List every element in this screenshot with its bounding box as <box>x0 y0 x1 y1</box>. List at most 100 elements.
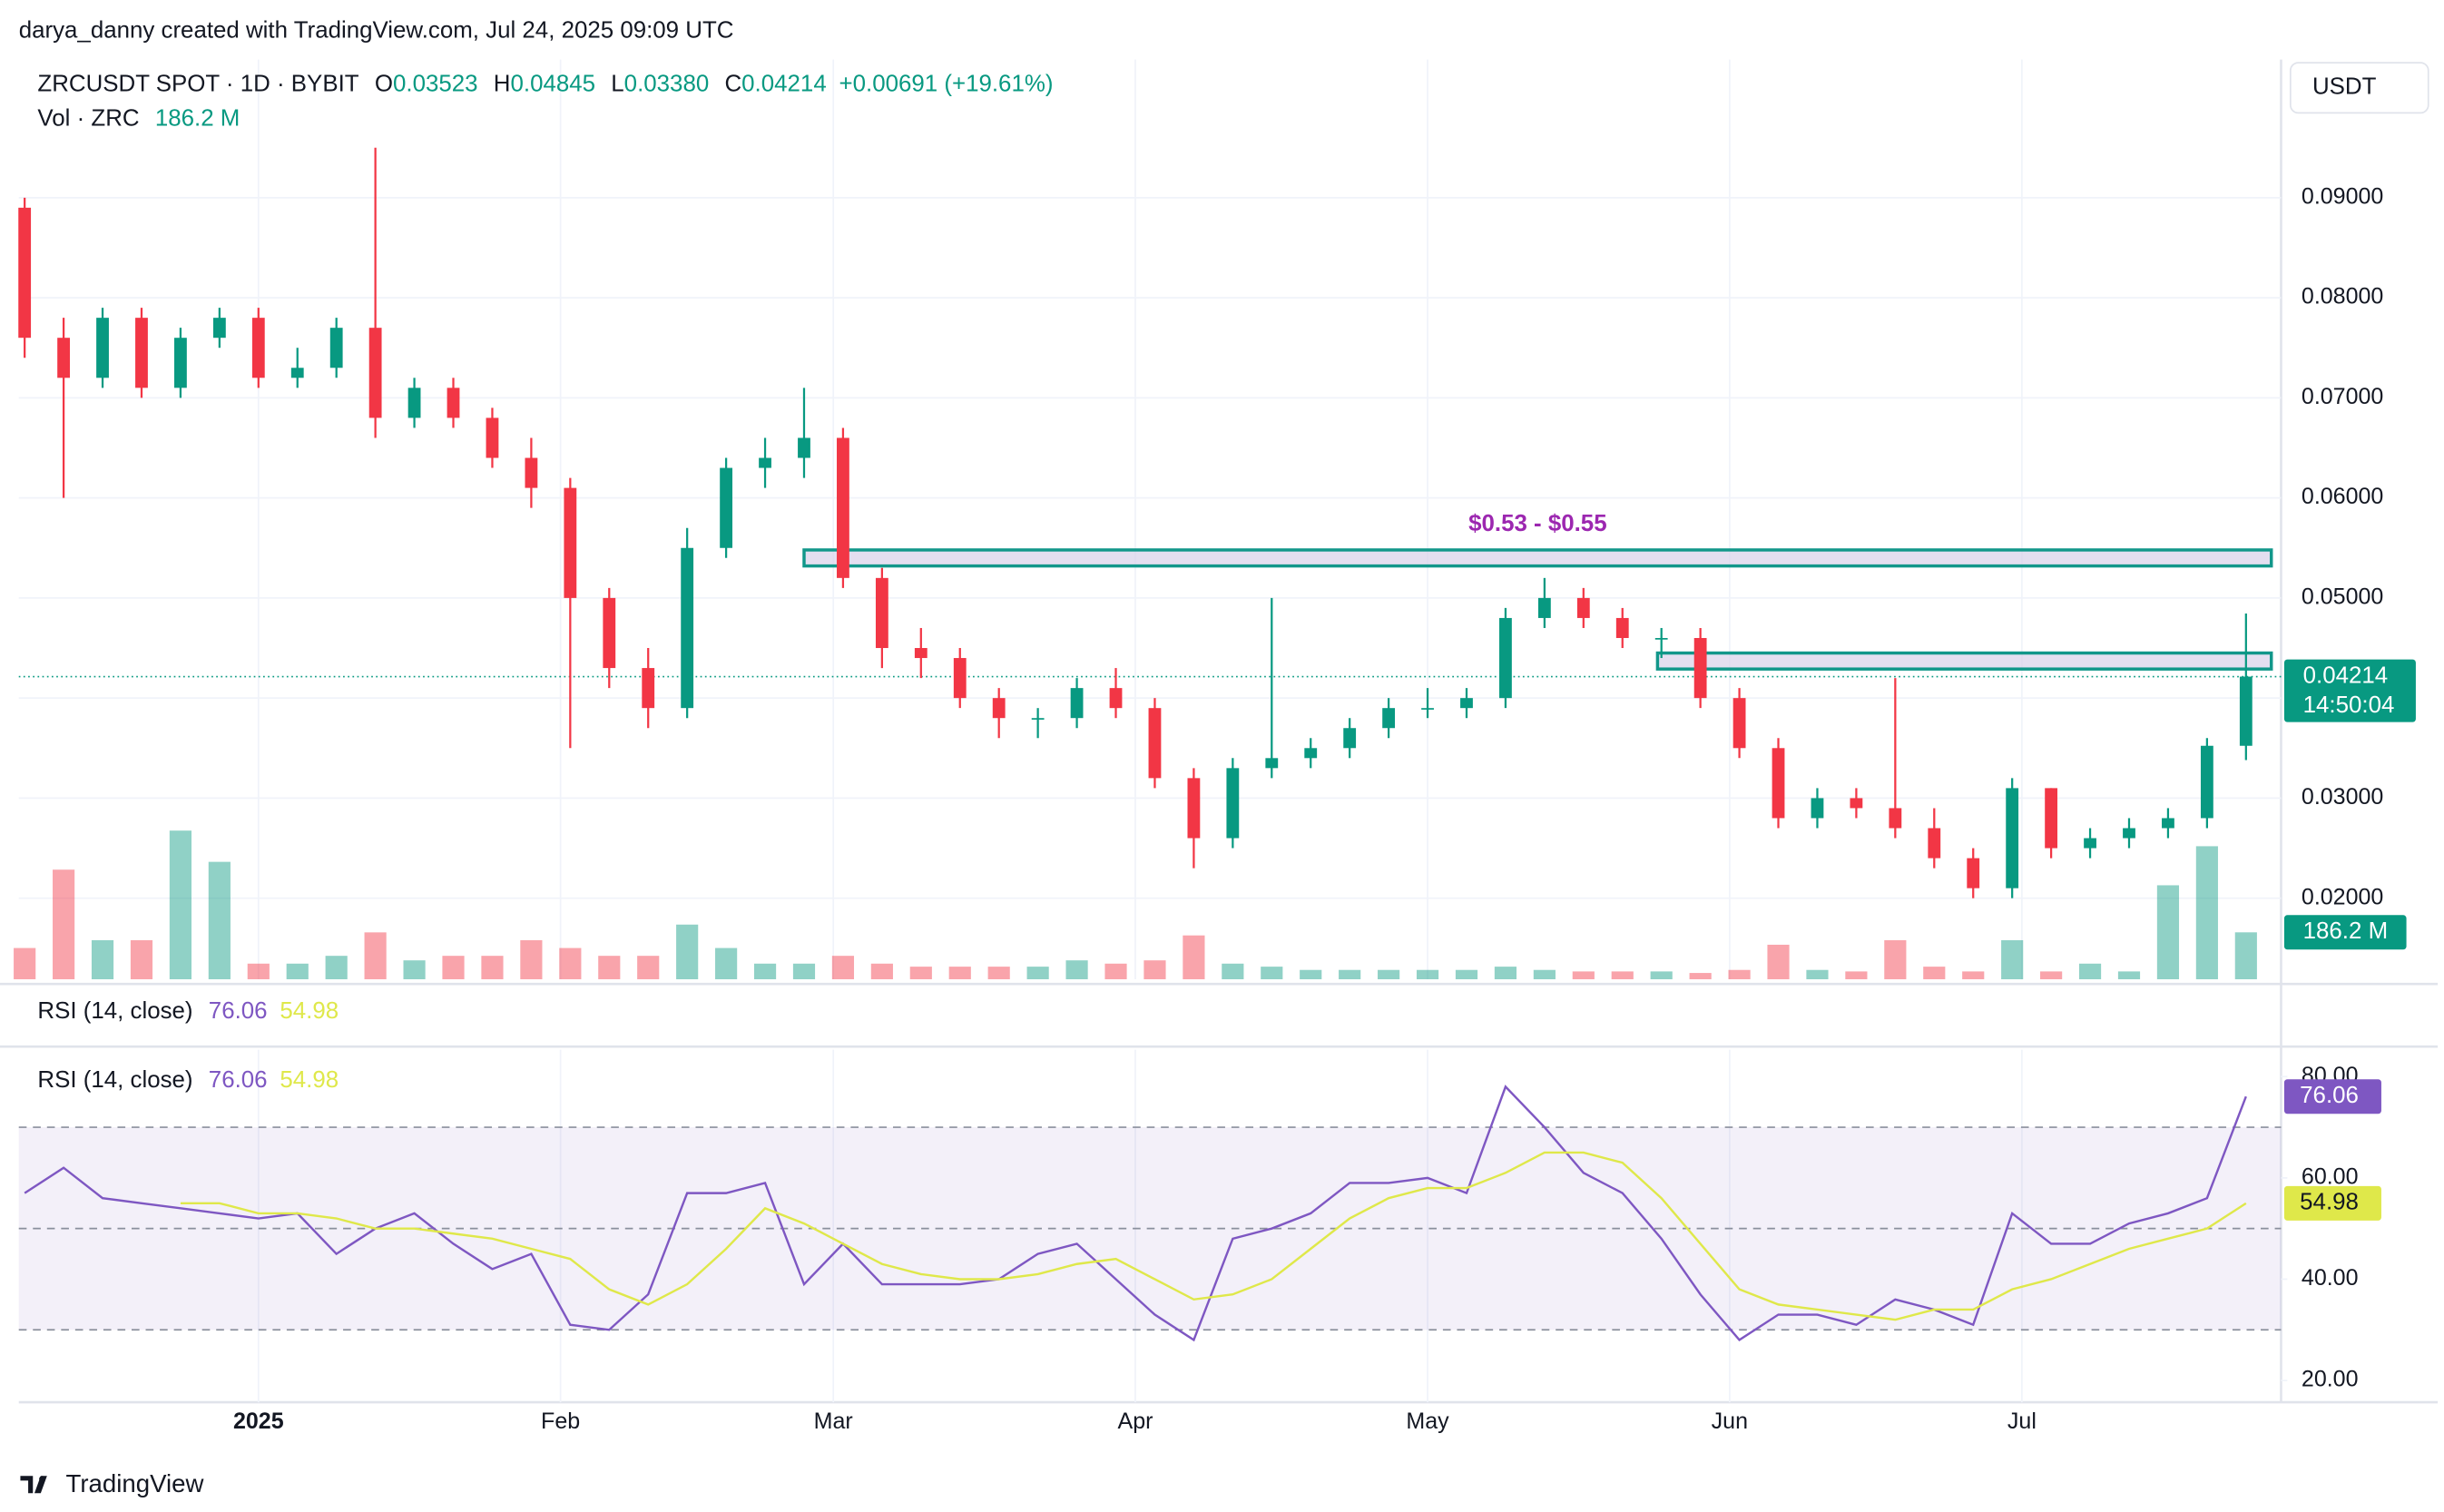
candle-body <box>1693 637 1707 699</box>
volume-bar <box>1689 973 1712 979</box>
volume-bar <box>1026 967 1049 979</box>
volume-label-box <box>2283 915 2407 950</box>
legend-key: H <box>494 71 511 96</box>
rsi-ma-label-box <box>2283 1185 2381 1221</box>
volume-bar <box>1884 939 1907 979</box>
volume-bar <box>247 963 270 979</box>
rsi-line <box>180 1151 2247 1321</box>
volume-bar <box>598 956 621 979</box>
x-tick-label: Jul <box>2007 1409 2037 1434</box>
candle-body <box>1732 698 1746 749</box>
rsi-ma-value: 54.98 <box>280 1067 339 1093</box>
x-tick-label: Mar <box>814 1409 853 1434</box>
volume-bar <box>1767 944 1790 979</box>
candle-body <box>1537 597 1551 618</box>
candle-body <box>1615 617 1629 638</box>
volume-bar <box>1339 969 1361 979</box>
credit: darya_danny created with TradingView.com… <box>19 17 734 43</box>
y-tick-label: 0.06000 <box>2302 484 2383 509</box>
volume-bar <box>520 939 543 979</box>
volume-bar <box>442 956 465 979</box>
legend-key: O <box>375 71 393 96</box>
candle-body <box>290 368 304 378</box>
candle-body <box>1460 698 1473 709</box>
volume-bar <box>1728 969 1751 979</box>
volume-bar <box>909 967 932 979</box>
symbol: ZRCUSDT SPOT · 1D · BYBIT <box>37 71 358 96</box>
candle-body <box>914 648 928 659</box>
volume-bar <box>91 939 114 979</box>
candle-body <box>525 457 538 488</box>
legend-value: 0.04214 <box>741 71 827 96</box>
volume-bar <box>1222 963 1244 979</box>
volume-bar <box>2001 939 2024 979</box>
volume-bar <box>676 924 699 979</box>
y-tick-label: 0.08000 <box>2302 284 2383 309</box>
rsi-title: RSI (14, close) <box>37 998 192 1024</box>
brand-logo-dot <box>39 1476 46 1483</box>
volume-bar <box>14 947 36 979</box>
candle-body <box>1654 637 1668 640</box>
volume-value: 186.2 M <box>155 105 240 131</box>
x-tick-label: Jun <box>1712 1409 1748 1434</box>
rsi-ma-label: 54.98 <box>2300 1190 2359 1215</box>
rsi-legend-collapsed: RSI (14, close) 76.06 54.98 <box>37 998 339 1024</box>
volume-bar <box>2234 932 2257 979</box>
volume-bar <box>2117 971 2141 979</box>
volume-bar <box>364 932 387 979</box>
brand: TradingView <box>20 1469 203 1497</box>
candle-body <box>212 318 226 339</box>
volume-bar <box>948 967 971 979</box>
volume-bar <box>130 939 153 979</box>
candle-body <box>486 417 499 458</box>
candle-body <box>1421 708 1434 710</box>
candle-body <box>57 338 71 378</box>
y-tick-label: 0.03000 <box>2302 784 2383 810</box>
candle-body <box>2045 788 2058 849</box>
candle-body <box>368 328 382 418</box>
volume-bar <box>2156 885 2180 979</box>
legend-value: 0.04845 <box>510 71 595 96</box>
volume-bar <box>1572 971 1595 979</box>
resistance-zone <box>1655 651 2273 671</box>
zone-label: $0.53 - $0.55 <box>1468 511 1607 536</box>
legend-key: L <box>611 71 623 96</box>
currency-button[interactable] <box>2289 62 2429 114</box>
candle-body <box>447 388 460 418</box>
symbol-legend: ZRCUSDT SPOT · 1D · BYBIT O0.03523 H0.0484… <box>37 71 1053 96</box>
volume-bar <box>2040 971 2063 979</box>
candle-body <box>1109 688 1123 709</box>
candle-body <box>953 658 967 699</box>
volume-bar <box>1845 971 1868 979</box>
volume-bar <box>481 956 504 979</box>
candle-body <box>96 318 109 378</box>
volume-bar <box>1923 967 1946 979</box>
volume-bar <box>1261 967 1283 979</box>
volume-bar <box>1962 971 1985 979</box>
volume-bar <box>2078 963 2102 979</box>
candle-body <box>2006 788 2019 889</box>
candle-body <box>18 207 32 339</box>
currency-label: USDT <box>2312 74 2377 100</box>
candle-body <box>603 597 616 669</box>
volume-bar <box>987 967 1010 979</box>
candle-body <box>1928 828 1941 859</box>
resistance-zone <box>802 548 2273 568</box>
volume-bar <box>1104 963 1127 979</box>
volume-bar <box>1611 971 1634 979</box>
candle-body <box>875 577 888 649</box>
countdown-label: 14:50:04 <box>2303 692 2395 718</box>
volume-bar <box>753 963 777 979</box>
volume-bar <box>208 861 231 979</box>
candle-body <box>1772 748 1785 819</box>
x-tick-label: 2025 <box>233 1409 284 1434</box>
volume-legend: Vol · ZRC 186.2 M <box>37 105 240 131</box>
candle-body <box>1304 748 1318 759</box>
volume-bar <box>1455 969 1478 979</box>
y-tick-label: 20.00 <box>2302 1367 2359 1392</box>
volume-title: Vol · ZRC <box>37 105 139 131</box>
brand-name: TradingView <box>66 1469 204 1497</box>
price-label: 0.04214 <box>2303 663 2389 688</box>
